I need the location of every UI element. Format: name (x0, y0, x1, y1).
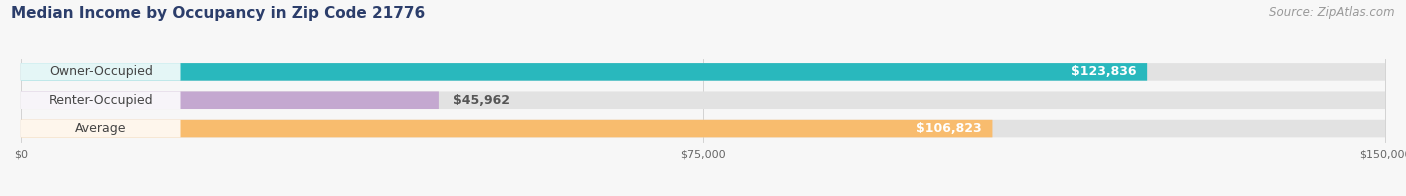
Text: Renter-Occupied: Renter-Occupied (48, 94, 153, 107)
FancyBboxPatch shape (21, 120, 180, 137)
Text: Median Income by Occupancy in Zip Code 21776: Median Income by Occupancy in Zip Code 2… (11, 6, 426, 21)
FancyBboxPatch shape (21, 92, 439, 109)
FancyBboxPatch shape (21, 92, 180, 109)
FancyBboxPatch shape (21, 120, 1385, 137)
Text: Owner-Occupied: Owner-Occupied (49, 65, 153, 78)
Text: Average: Average (75, 122, 127, 135)
Text: Source: ZipAtlas.com: Source: ZipAtlas.com (1270, 6, 1395, 19)
FancyBboxPatch shape (21, 63, 180, 81)
Text: $45,962: $45,962 (453, 94, 509, 107)
FancyBboxPatch shape (21, 63, 1385, 81)
FancyBboxPatch shape (21, 120, 993, 137)
Text: $123,836: $123,836 (1071, 65, 1136, 78)
FancyBboxPatch shape (21, 92, 1385, 109)
FancyBboxPatch shape (21, 63, 1147, 81)
Text: $106,823: $106,823 (915, 122, 981, 135)
